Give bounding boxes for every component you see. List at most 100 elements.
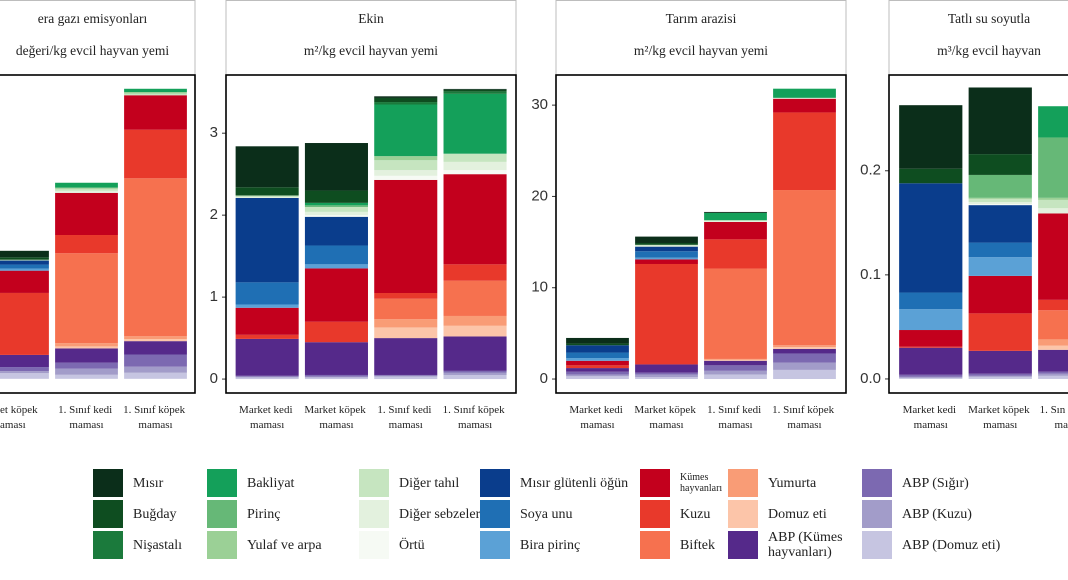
bar-segment: [704, 239, 767, 269]
bar-segment: [374, 374, 438, 376]
bar-segment: [304, 264, 368, 269]
bar-segment: [0, 354, 49, 368]
bar-segment: [968, 376, 1032, 379]
bar-segment: [773, 362, 836, 370]
bar-segment: [55, 343, 118, 347]
legend-label: Örtü: [399, 537, 425, 553]
legend-label: Kümes hayvanları: [680, 472, 723, 494]
label-line: 1. Sınıf köpek: [772, 404, 837, 416]
legend-swatch: [359, 469, 389, 497]
bar-segment: [0, 292, 49, 355]
bar-segment: [566, 352, 629, 359]
bar-segment: [124, 341, 187, 355]
bar-segment: [55, 188, 118, 191]
bar-segment: [635, 251, 698, 258]
bar-segment: [443, 91, 507, 94]
bar-segment: [0, 250, 49, 258]
bar-segment: [374, 375, 438, 377]
legend-swatch: [359, 531, 389, 559]
y-tick-label: 3: [210, 124, 218, 141]
x-tick-label: 1. Sınıf köpek maması: [123, 404, 188, 431]
legend-item: ABP (Kuzu): [862, 499, 972, 529]
legend-label: Diğer tahıl: [399, 475, 460, 491]
bar-segment: [635, 263, 698, 365]
bar-segment: [304, 205, 368, 207]
label-line: 1. Sınıf köpek: [123, 404, 188, 416]
bar-segment: [899, 376, 963, 378]
x-tick-label: 1. Sınıf kedi maması: [707, 404, 764, 431]
bar-segment: [566, 365, 629, 369]
label-line: 1. Sın: [1040, 404, 1068, 416]
bar-segment: [304, 342, 368, 375]
bar-segment: [635, 364, 698, 373]
bar-segment: [704, 212, 767, 221]
bar-segment: [773, 190, 836, 346]
legend-label: Bira pirinç: [520, 537, 581, 553]
legend-swatch: [640, 500, 670, 528]
bar-segment: [635, 257, 698, 260]
panel-subtitle: değeri/kg evcil hayvan yemi: [16, 43, 170, 58]
legend-item: Mısır: [93, 468, 163, 498]
legend-label: Diğer sebzeler: [399, 506, 481, 522]
x-tick-label: et köpek aması: [0, 404, 40, 431]
bar-segment: [0, 268, 49, 271]
bar-segment: [55, 374, 118, 379]
bar-segment: [899, 183, 963, 293]
bar-segment: [55, 192, 118, 236]
label-line: 1. Sınıf köpek: [443, 404, 508, 416]
bar-segment: [374, 175, 438, 180]
y-tick-label: 2: [210, 206, 218, 223]
legend-item: Örtü: [359, 530, 425, 560]
bar-segment: [0, 260, 49, 265]
bar-segment: [1038, 339, 1068, 346]
bar-segment: [704, 358, 767, 360]
bar-segment: [304, 211, 368, 216]
bar-segment: [566, 371, 629, 375]
bar-segment: [0, 373, 49, 379]
legend-label: Mısır glütenli öğün: [520, 475, 629, 491]
bar-segment: [304, 143, 368, 191]
bar-segment: [304, 376, 368, 378]
legend-swatch: [728, 531, 758, 559]
bar-segment: [773, 112, 836, 191]
bar-segment: [55, 368, 118, 375]
bar-segment: [899, 330, 963, 347]
legend-item: ABP (Kümes hayvanları): [728, 530, 858, 560]
legend-item: Diğer sebzeler: [359, 499, 480, 529]
label-line: maması: [250, 419, 284, 431]
legend-label: Kuzu: [680, 506, 711, 522]
legend-swatch: [480, 531, 510, 559]
bar-segment: [443, 89, 507, 92]
bar-segment: [635, 246, 698, 252]
panel-title: Ekin: [358, 11, 384, 26]
bar-segment: [304, 190, 368, 203]
legend-label: ABP (Sığır): [902, 475, 969, 491]
panel-subtitle: m²/kg evcil hayvan yemi: [634, 43, 768, 58]
bar-segment: [1038, 213, 1068, 300]
x-tick-label: Market kedi maması: [239, 404, 295, 431]
bar-segment: [566, 374, 629, 377]
bar-segment: [235, 307, 299, 335]
bar-segment: [704, 221, 767, 222]
bar-segment: [635, 372, 698, 375]
bar-segment: [635, 236, 698, 243]
legend-swatch: [728, 469, 758, 497]
bar-segment: [1038, 208, 1068, 214]
label-line: aması: [0, 419, 26, 431]
legend-label: Pirinç: [247, 506, 281, 522]
bar-segment: [304, 377, 368, 380]
bar-segment: [1038, 371, 1068, 374]
bar-segment: [235, 376, 299, 378]
legend-item: Pirinç: [207, 499, 280, 529]
bar-segment: [704, 374, 767, 380]
bar-segment: [55, 362, 118, 369]
label-line: Market kedi: [239, 404, 295, 416]
legend-item: Yumurta: [728, 468, 816, 498]
label-line: maması: [649, 419, 683, 431]
plot-frame: [555, 74, 847, 394]
bar-segment: [968, 154, 1032, 175]
bar-segment: [124, 129, 187, 179]
bar-segment: [374, 179, 438, 294]
legend-swatch: [93, 500, 123, 528]
bar-segment: [704, 365, 767, 371]
